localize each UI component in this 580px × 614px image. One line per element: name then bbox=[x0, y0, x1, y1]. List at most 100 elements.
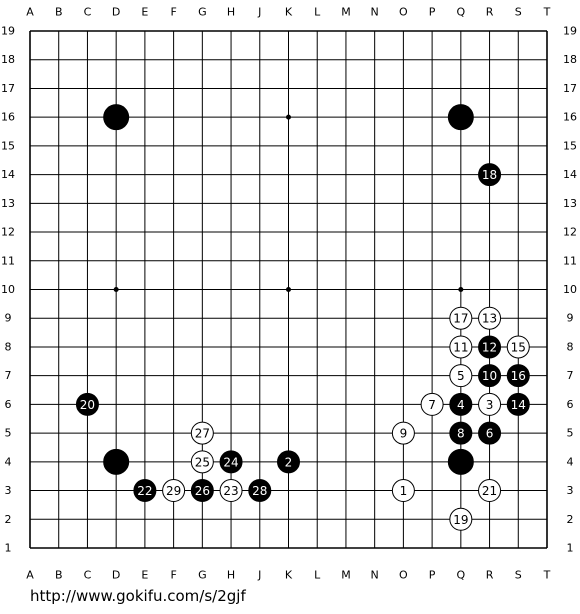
white-stone bbox=[391, 421, 415, 445]
row-label: 15 bbox=[563, 139, 577, 152]
black-stone bbox=[248, 479, 272, 503]
row-label: 17 bbox=[1, 82, 15, 95]
column-label: N bbox=[371, 6, 379, 19]
star-point bbox=[286, 114, 291, 120]
column-label: S bbox=[515, 569, 522, 582]
black-stone bbox=[478, 335, 502, 359]
move-number: 18 bbox=[482, 168, 497, 182]
row-label: 10 bbox=[563, 283, 577, 296]
white-stone bbox=[478, 392, 502, 416]
move-number: 17 bbox=[453, 312, 468, 326]
column-label: P bbox=[429, 6, 436, 19]
move-number: 7 bbox=[428, 398, 436, 412]
column-label: B bbox=[55, 6, 63, 19]
star-point bbox=[113, 287, 119, 292]
row-label: 9 bbox=[5, 312, 12, 325]
row-label: 16 bbox=[563, 111, 577, 124]
white-stone bbox=[190, 450, 214, 474]
row-label: 3 bbox=[5, 484, 12, 497]
white-stone bbox=[190, 421, 214, 445]
column-label: Q bbox=[456, 569, 465, 582]
move-number: 21 bbox=[482, 484, 497, 498]
move-number: 28 bbox=[252, 484, 267, 498]
column-label: K bbox=[285, 6, 293, 19]
move-number: 22 bbox=[137, 484, 152, 498]
row-label: 8 bbox=[567, 340, 574, 353]
column-label: J bbox=[257, 569, 261, 582]
black-stone bbox=[506, 392, 530, 416]
row-label: 15 bbox=[1, 139, 15, 152]
column-label: F bbox=[170, 569, 176, 582]
column-label: M bbox=[341, 569, 351, 582]
row-label: 19 bbox=[563, 25, 577, 38]
move-number: 8 bbox=[457, 427, 465, 441]
move-number: 1 bbox=[400, 484, 408, 498]
column-label: N bbox=[371, 569, 379, 582]
column-label: D bbox=[112, 6, 120, 19]
row-label: 7 bbox=[567, 369, 574, 382]
column-label: A bbox=[26, 569, 34, 582]
row-label: 13 bbox=[563, 197, 577, 210]
row-label: 18 bbox=[1, 53, 15, 66]
column-label: P bbox=[429, 569, 436, 582]
white-stone bbox=[478, 479, 502, 503]
row-label: 17 bbox=[563, 82, 577, 95]
row-label: 11 bbox=[1, 254, 15, 267]
move-number: 14 bbox=[511, 398, 526, 412]
move-number: 11 bbox=[453, 340, 468, 354]
move-number: 23 bbox=[223, 484, 238, 498]
row-label: 3 bbox=[567, 484, 574, 497]
black-stone bbox=[103, 104, 130, 131]
row-label: 14 bbox=[1, 168, 15, 181]
row-label: 6 bbox=[5, 398, 12, 411]
column-label: T bbox=[543, 569, 551, 582]
row-label: 4 bbox=[567, 455, 574, 468]
black-stone bbox=[478, 364, 502, 388]
row-label: 2 bbox=[567, 513, 574, 526]
white-stone bbox=[162, 479, 186, 503]
row-label: 8 bbox=[5, 340, 12, 353]
row-label: 5 bbox=[5, 427, 12, 440]
black-stone bbox=[190, 479, 214, 503]
row-label: 13 bbox=[1, 197, 15, 210]
column-label: G bbox=[198, 569, 207, 582]
star-point bbox=[286, 287, 291, 292]
move-number: 27 bbox=[195, 427, 210, 441]
black-stone bbox=[447, 104, 474, 131]
row-label: 7 bbox=[5, 369, 12, 382]
move-number: 5 bbox=[457, 369, 465, 383]
row-label: 9 bbox=[567, 312, 574, 325]
row-label: 12 bbox=[563, 226, 577, 239]
row-label: 19 bbox=[1, 25, 15, 38]
white-stone bbox=[420, 392, 444, 416]
white-stone bbox=[478, 306, 502, 330]
row-label: 12 bbox=[1, 226, 15, 239]
black-stone bbox=[478, 421, 502, 445]
column-label: S bbox=[515, 6, 522, 19]
black-stone bbox=[219, 450, 243, 474]
move-number: 12 bbox=[482, 340, 497, 354]
black-stone bbox=[449, 421, 473, 445]
move-number: 2 bbox=[285, 455, 293, 469]
white-stone bbox=[219, 479, 243, 503]
url: http://www.gokifu.com/s/2gjf bbox=[30, 587, 246, 605]
column-label: D bbox=[112, 569, 120, 582]
white-stone bbox=[449, 335, 473, 359]
white-stone bbox=[449, 507, 473, 531]
row-label: 4 bbox=[5, 455, 12, 468]
column-label: Q bbox=[456, 6, 465, 19]
black-stone bbox=[277, 450, 300, 474]
move-number: 26 bbox=[195, 484, 210, 498]
column-label: F bbox=[170, 6, 176, 19]
move-number: 16 bbox=[511, 369, 526, 383]
white-stone bbox=[506, 335, 530, 359]
move-number: 3 bbox=[486, 398, 494, 412]
column-label: M bbox=[341, 6, 351, 19]
black-stone bbox=[75, 392, 99, 416]
white-stone bbox=[391, 479, 415, 503]
move-number: 29 bbox=[166, 484, 181, 498]
column-label: E bbox=[141, 6, 148, 19]
row-label: 1 bbox=[5, 542, 12, 555]
